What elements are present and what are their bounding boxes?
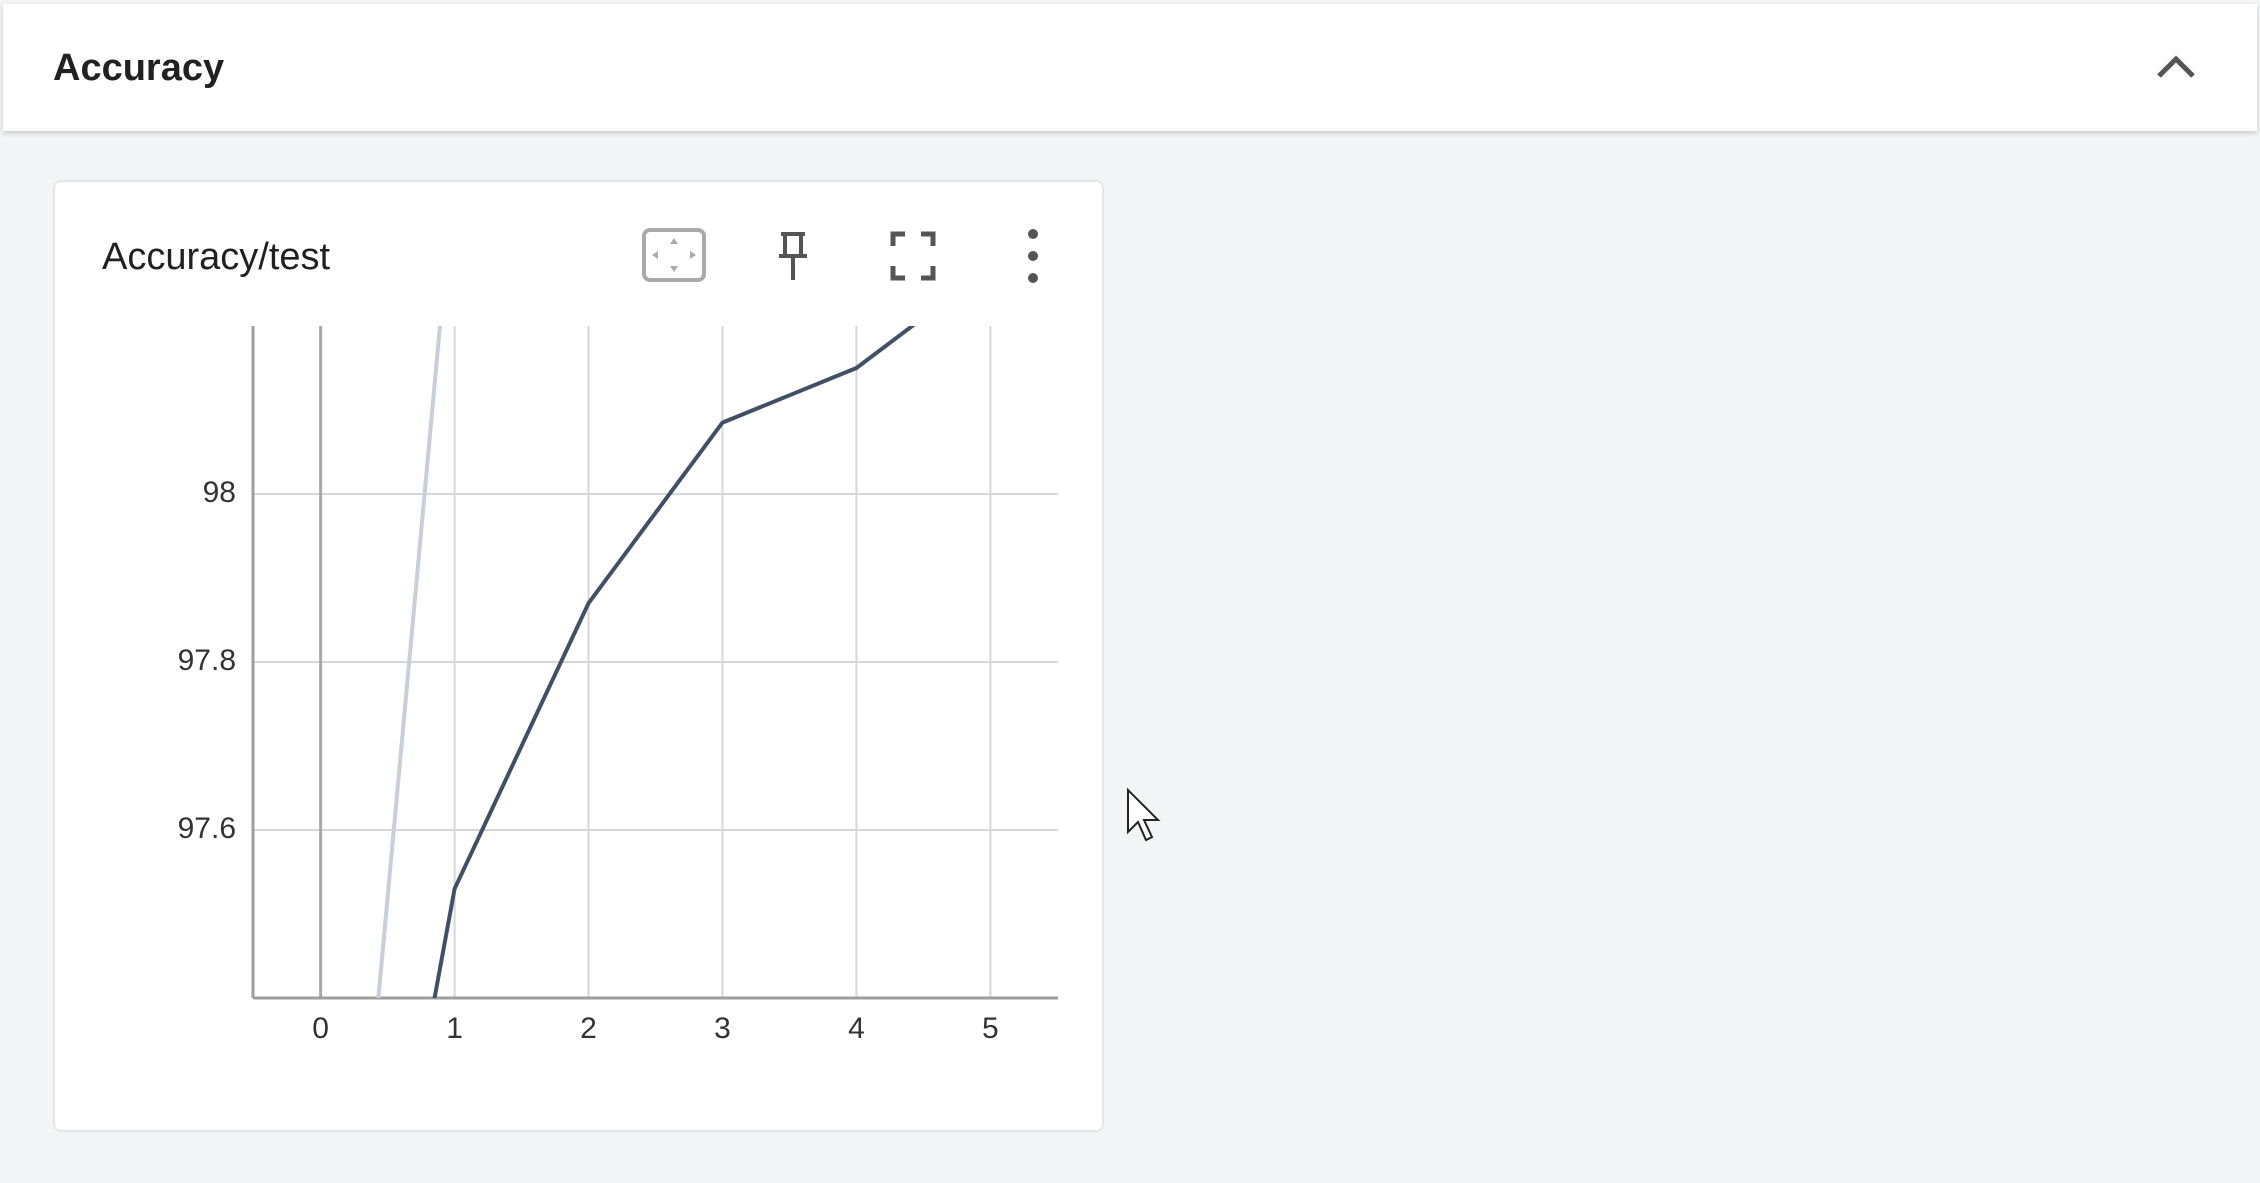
plot-lines [376, 326, 916, 998]
more-menu-button[interactable] [1001, 228, 1065, 284]
fit-domain-button[interactable] [642, 228, 706, 284]
mouse-cursor [1127, 787, 1161, 842]
chart: 97.6 97.8 98 0 1 2 3 4 5 [178, 326, 1058, 1045]
x-tick-label: 5 [982, 1012, 999, 1045]
series-line [432, 326, 916, 998]
x-tick-label: 3 [714, 1012, 731, 1045]
x-tick-label: 1 [446, 1012, 463, 1045]
fullscreen-button[interactable] [881, 228, 945, 284]
x-tick-label: 4 [848, 1012, 865, 1045]
series-line [376, 326, 442, 998]
y-tick-label: 97.6 [178, 812, 236, 845]
collapse-button[interactable] [2153, 46, 2199, 82]
x-tick-label: 0 [312, 1012, 329, 1045]
section-header: Accuracy [3, 4, 2257, 131]
x-tick-label: 2 [580, 1012, 597, 1045]
card-title: Accuracy/test [102, 236, 331, 278]
y-tick-label: 97.8 [178, 644, 236, 677]
pin-button[interactable] [761, 228, 825, 284]
y-tick-label: 98 [203, 476, 236, 509]
section-title: Accuracy [53, 47, 225, 89]
chart-card: 97.6 97.8 98 0 1 2 3 4 5 Accuracy/test [53, 180, 1104, 1132]
